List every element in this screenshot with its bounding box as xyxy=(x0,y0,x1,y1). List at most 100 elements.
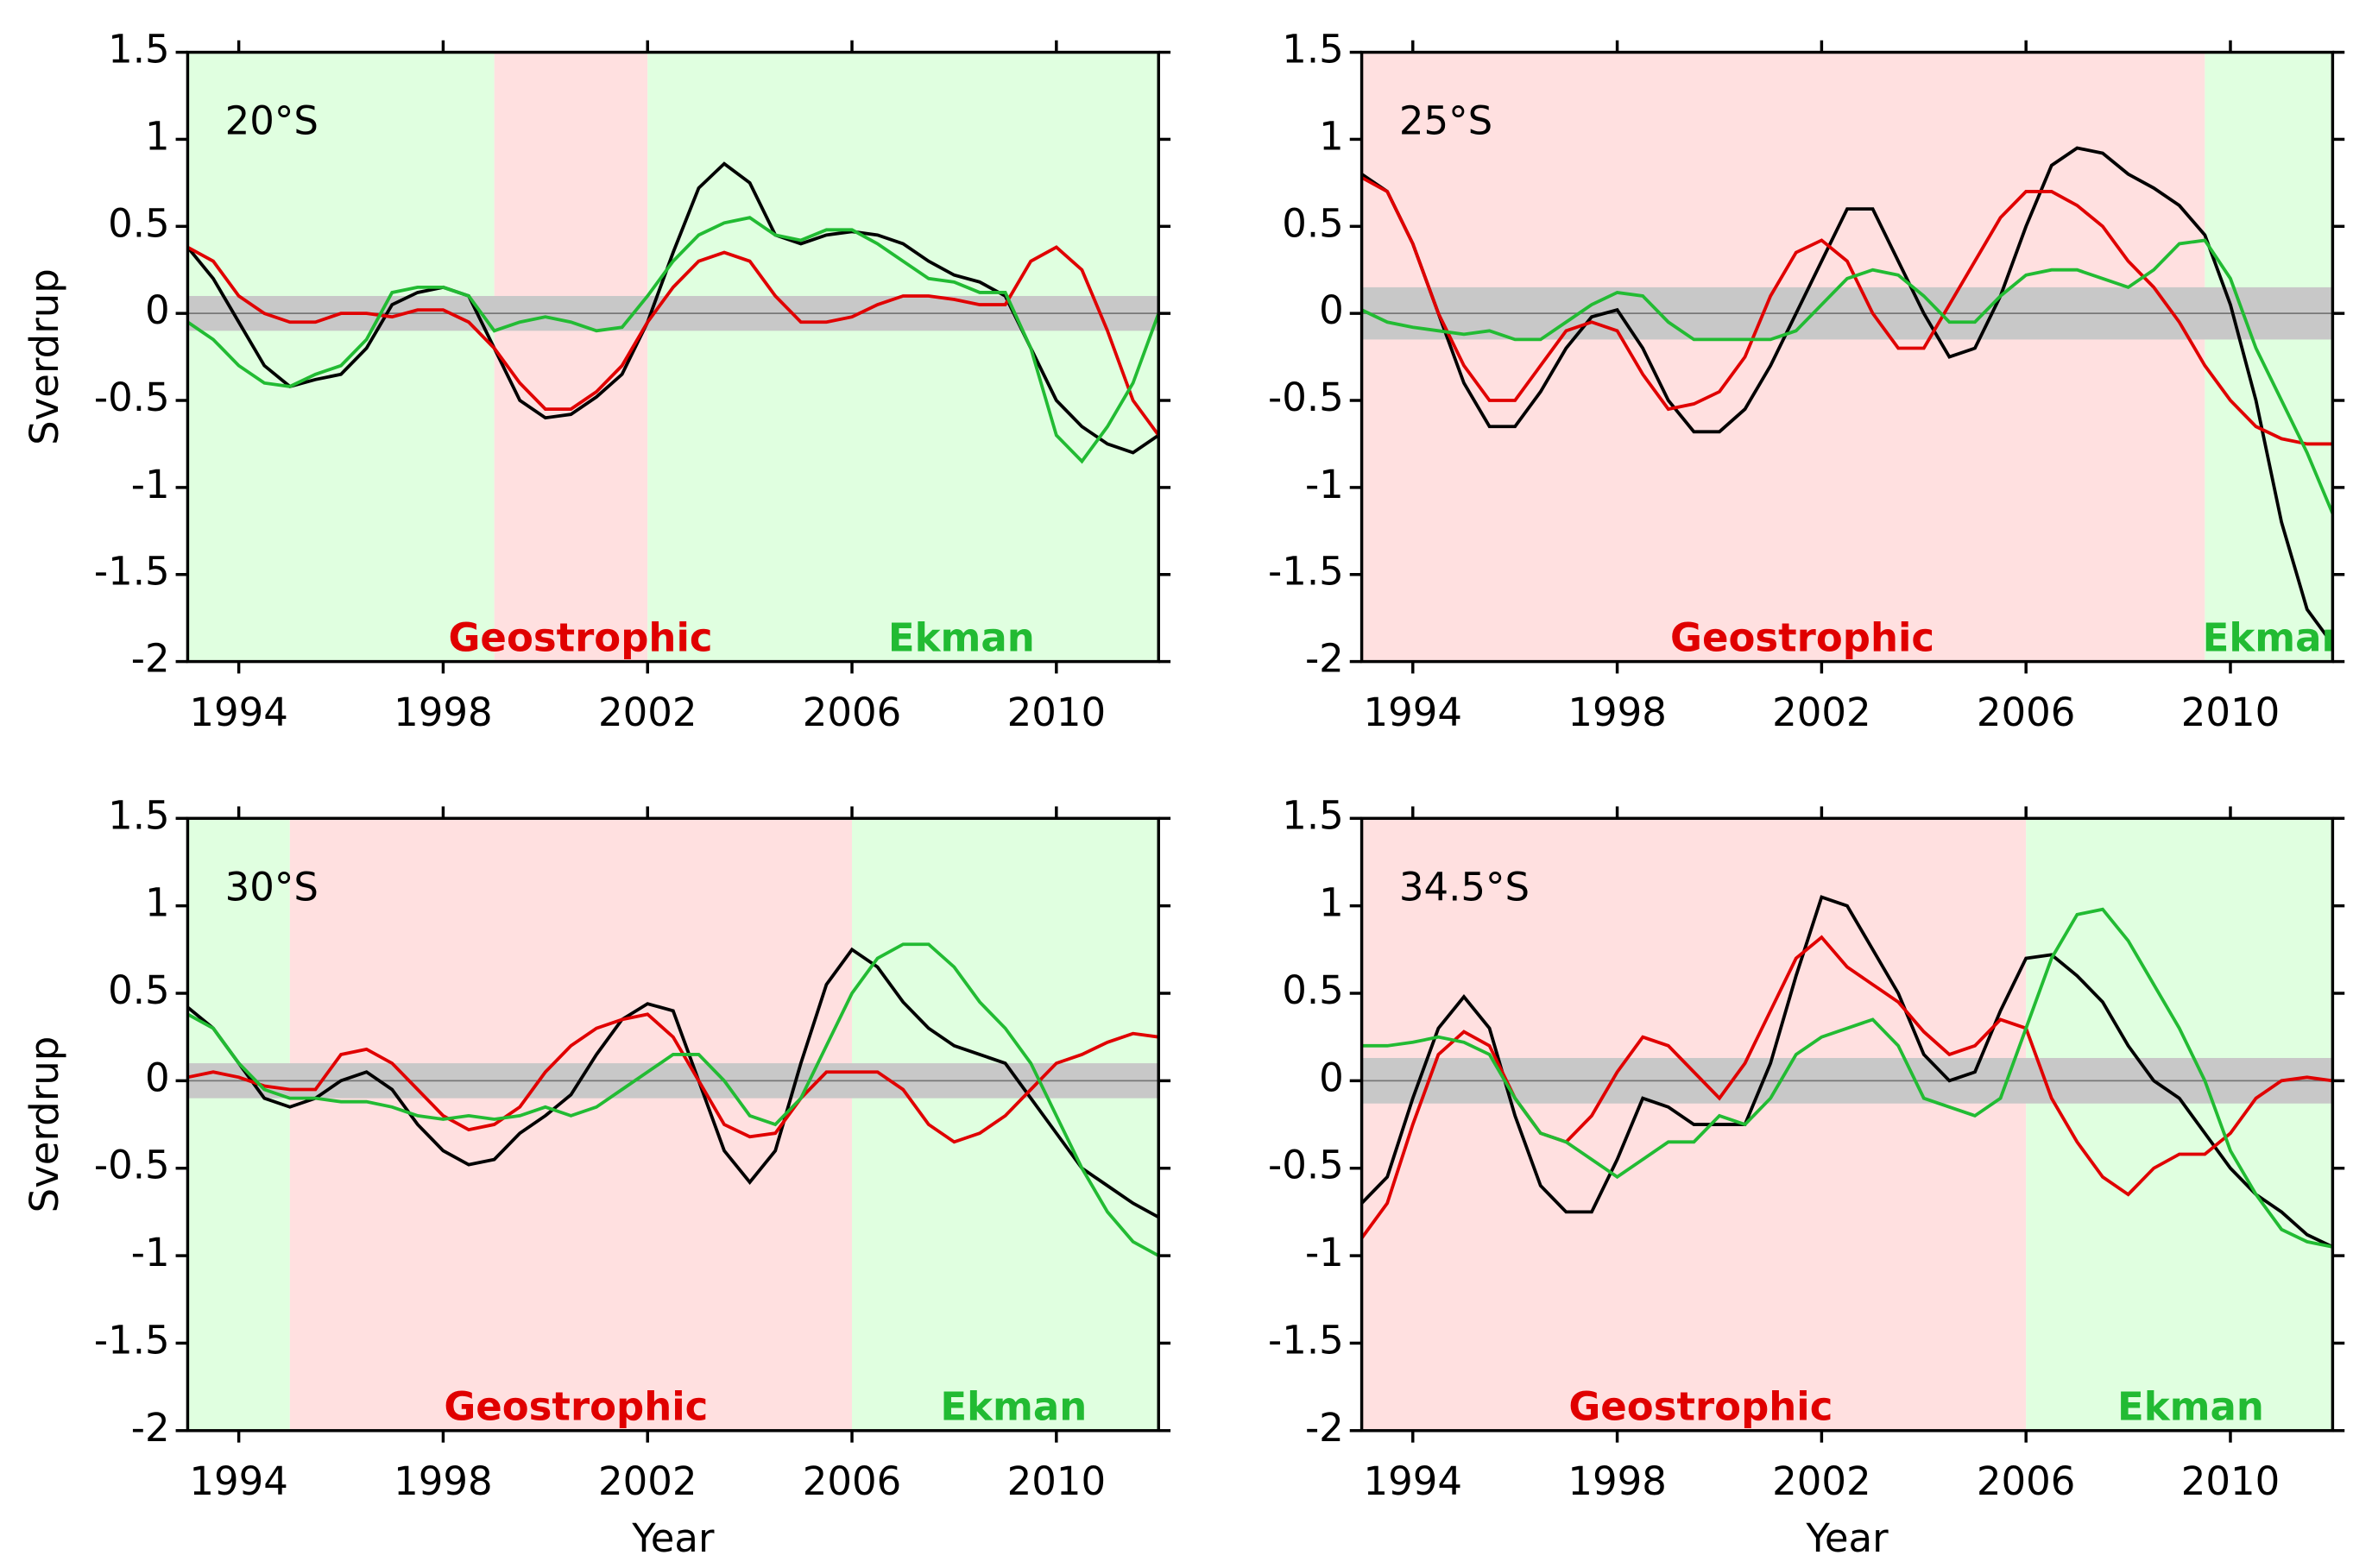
x-tick-label: 2006 xyxy=(1977,690,2075,735)
region-label: Ekman xyxy=(940,1384,1087,1430)
series-line xyxy=(1361,146,2333,645)
plot-frame xyxy=(1359,50,2335,664)
plot-frame xyxy=(1359,816,2335,1433)
y-tick-label: 1 xyxy=(1319,113,1344,159)
plot-area: Geostrophic Ekman xyxy=(187,52,1159,662)
series-line xyxy=(187,947,1159,1219)
y-tick-label: -2 xyxy=(1305,636,1344,682)
x-axis-title: Year xyxy=(1805,1515,1889,1561)
y-tick-label: -2 xyxy=(1305,1405,1344,1451)
x-tick-label: 1994 xyxy=(1364,1458,1462,1504)
series-line xyxy=(1361,895,2333,1249)
y-tick-label: -1.5 xyxy=(1268,549,1344,595)
panel-label: 25°S xyxy=(1399,98,1492,144)
panel: Geostrophic Ekman 20°S 1.5 1 0.5 0 -0.5 -1 -1.5 -2… xyxy=(22,27,1171,735)
y-axis-title: Sverdrup xyxy=(22,1036,67,1213)
x-tick-label: 2006 xyxy=(803,690,901,735)
x-tick-label: 2010 xyxy=(2181,1458,2280,1504)
y-tick-label: -0.5 xyxy=(1268,1143,1344,1188)
x-tick-label: 2002 xyxy=(1772,690,1870,735)
y-tick-label: 0 xyxy=(145,287,170,333)
y-tick-label: -1.5 xyxy=(94,549,170,595)
series-line xyxy=(1361,238,2333,514)
x-tick-label: 1998 xyxy=(1568,690,1666,735)
y-tick-label: -0.5 xyxy=(94,375,170,420)
x-tick-label: 2010 xyxy=(1007,690,1106,735)
plot-area: Geostrophic Ekman xyxy=(1361,52,2350,662)
x-tick-label: 1998 xyxy=(394,1458,492,1504)
x-tick-label: 1994 xyxy=(189,690,287,735)
series-line xyxy=(1361,907,2333,1249)
plot-frame xyxy=(186,50,1160,664)
y-tick-label: 0.5 xyxy=(1282,200,1344,246)
y-tick-label: 0.5 xyxy=(108,200,170,246)
y-tick-label: 1.5 xyxy=(1282,792,1344,838)
x-tick-label: 2006 xyxy=(803,1458,901,1504)
plot-area: Geostrophic Ekman xyxy=(187,818,1159,1431)
panel: Geostrophic Ekman 30°S 1.5 1 0.5 0 -0.5 -1 -1.5 -2… xyxy=(22,792,1171,1561)
x-tick-label: 2010 xyxy=(2181,690,2280,735)
regime-region xyxy=(2026,818,2333,1431)
region-label: Geostrophic xyxy=(1568,1384,1833,1430)
y-tick-label: -0.5 xyxy=(1268,375,1344,420)
y-tick-label: 0.5 xyxy=(108,967,170,1013)
y-tick-label: 1.5 xyxy=(108,792,170,838)
regime-region xyxy=(647,52,1159,662)
y-tick-label: 1 xyxy=(145,113,170,159)
x-tick-label: 2010 xyxy=(1007,1458,1106,1504)
x-tick-label: 1998 xyxy=(1568,1458,1666,1504)
region-label: Geostrophic xyxy=(444,1384,708,1430)
plot-frame xyxy=(186,816,1160,1433)
x-axis-title: Year xyxy=(631,1515,715,1561)
regime-region xyxy=(187,818,290,1431)
region-label: Ekman xyxy=(2203,614,2350,660)
region-label: Geostrophic xyxy=(1670,614,1934,660)
panel-label: 34.5°S xyxy=(1399,864,1530,910)
x-tick-label: 1994 xyxy=(1364,690,1462,735)
x-tick-label: 2006 xyxy=(1977,1458,2075,1504)
regime-region xyxy=(187,52,495,662)
panel: Geostrophic Ekman 25°S 1.5 1 0.5 0 -0.5 -1 -1.5 -2… xyxy=(1268,27,2350,735)
y-tick-label: -1.5 xyxy=(1268,1317,1344,1363)
series-line xyxy=(187,942,1159,1257)
region-label: Ekman xyxy=(888,614,1035,660)
regime-region xyxy=(852,818,1159,1431)
regime-region xyxy=(1361,52,2205,662)
y-tick-label: 0.5 xyxy=(1282,967,1344,1013)
y-tick-label: 1.5 xyxy=(1282,27,1344,72)
region-label: Geostrophic xyxy=(449,614,713,660)
y-tick-label: 1 xyxy=(1319,880,1344,926)
x-tick-label: 2002 xyxy=(598,690,697,735)
panel-label: 30°S xyxy=(225,864,319,910)
y-tick-label: -2 xyxy=(131,636,170,682)
y-tick-label: 1.5 xyxy=(108,27,170,72)
y-tick-label: -1 xyxy=(1305,462,1344,507)
y-tick-label: -0.5 xyxy=(94,1143,170,1188)
y-tick-label: 0 xyxy=(145,1055,170,1100)
series-line xyxy=(187,216,1159,464)
regime-region xyxy=(2205,52,2333,662)
y-tick-label: -1 xyxy=(131,462,170,507)
y-tick-label: 0 xyxy=(1319,1055,1344,1100)
regime-region xyxy=(494,52,648,662)
series-line xyxy=(187,1012,1159,1144)
y-tick-label: -1 xyxy=(1305,1230,1344,1275)
y-tick-label: -2 xyxy=(131,1405,170,1451)
y-axis-title: Sverdrup xyxy=(22,268,67,445)
series-line xyxy=(1361,176,2333,446)
y-tick-label: -1 xyxy=(131,1230,170,1275)
region-label: Ekman xyxy=(2117,1384,2264,1430)
series-line xyxy=(187,245,1159,437)
x-tick-label: 2002 xyxy=(1772,1458,1870,1504)
y-tick-label: 1 xyxy=(145,880,170,926)
panel: Geostrophic Ekman 34.5°S 1.5 1 0.5 0 -0.5 -1 -1.5… xyxy=(1268,792,2345,1561)
x-tick-label: 1994 xyxy=(189,1458,287,1504)
y-tick-label: -1.5 xyxy=(94,1317,170,1363)
y-tick-label: 0 xyxy=(1319,287,1344,333)
x-tick-label: 1998 xyxy=(394,690,492,735)
panel-label: 20°S xyxy=(225,98,319,144)
x-tick-label: 2002 xyxy=(598,1458,697,1504)
plot-area: Geostrophic Ekman xyxy=(1361,818,2333,1431)
